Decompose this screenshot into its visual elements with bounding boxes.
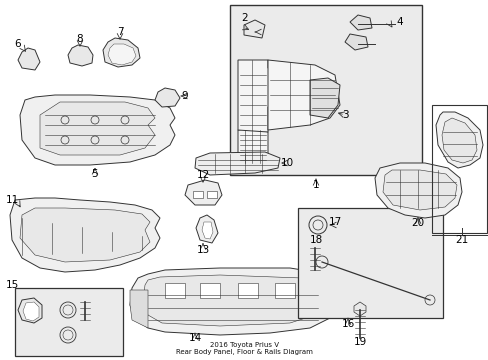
Polygon shape xyxy=(382,170,456,210)
Text: 5: 5 xyxy=(92,169,98,179)
Text: 12: 12 xyxy=(196,170,209,180)
Text: 17: 17 xyxy=(328,217,341,227)
Polygon shape xyxy=(309,78,339,118)
Text: 7: 7 xyxy=(117,27,123,37)
Text: 6: 6 xyxy=(15,39,21,49)
Bar xyxy=(15,288,123,356)
Polygon shape xyxy=(130,268,334,335)
Text: 19: 19 xyxy=(353,337,366,347)
Text: 3: 3 xyxy=(341,110,347,120)
Bar xyxy=(229,5,421,175)
Bar xyxy=(431,105,486,233)
Polygon shape xyxy=(238,60,294,132)
Polygon shape xyxy=(40,102,155,155)
Text: 9: 9 xyxy=(182,91,188,101)
Polygon shape xyxy=(130,290,148,328)
Text: 21: 21 xyxy=(454,235,468,245)
Polygon shape xyxy=(349,15,371,30)
Bar xyxy=(164,283,184,298)
Polygon shape xyxy=(244,20,264,38)
Polygon shape xyxy=(196,215,218,243)
Polygon shape xyxy=(20,208,150,262)
Text: 2016 Toyota Prius V
Rear Body Panel, Floor & Rails Diagram: 2016 Toyota Prius V Rear Body Panel, Flo… xyxy=(175,342,312,355)
Bar xyxy=(238,283,258,298)
Text: 11: 11 xyxy=(5,195,19,205)
Text: 14: 14 xyxy=(188,333,201,343)
Text: 13: 13 xyxy=(196,245,209,255)
Polygon shape xyxy=(435,112,482,168)
Text: 15: 15 xyxy=(5,280,19,290)
Polygon shape xyxy=(184,180,222,205)
Bar xyxy=(193,191,203,198)
Polygon shape xyxy=(18,298,42,323)
Polygon shape xyxy=(10,198,160,272)
Bar xyxy=(297,208,442,318)
Polygon shape xyxy=(202,222,213,239)
Text: 8: 8 xyxy=(77,34,83,44)
Polygon shape xyxy=(103,38,140,67)
Polygon shape xyxy=(238,128,267,163)
Polygon shape xyxy=(374,163,461,218)
Polygon shape xyxy=(353,302,365,316)
Polygon shape xyxy=(267,60,339,130)
Text: 20: 20 xyxy=(410,218,424,228)
Polygon shape xyxy=(20,95,175,165)
Polygon shape xyxy=(345,34,367,50)
Polygon shape xyxy=(441,118,476,163)
Polygon shape xyxy=(23,302,39,321)
Bar xyxy=(274,283,294,298)
Text: 2: 2 xyxy=(241,13,248,23)
Bar xyxy=(200,283,220,298)
Text: 4: 4 xyxy=(396,17,403,27)
Polygon shape xyxy=(108,44,136,65)
Bar xyxy=(206,191,217,198)
Polygon shape xyxy=(155,88,180,107)
Text: 16: 16 xyxy=(341,319,354,329)
Text: 18: 18 xyxy=(309,235,322,245)
Text: 10: 10 xyxy=(280,158,293,168)
Polygon shape xyxy=(68,45,93,66)
Polygon shape xyxy=(18,48,40,70)
Polygon shape xyxy=(142,275,319,326)
Text: 1: 1 xyxy=(312,180,319,190)
Polygon shape xyxy=(195,152,280,175)
